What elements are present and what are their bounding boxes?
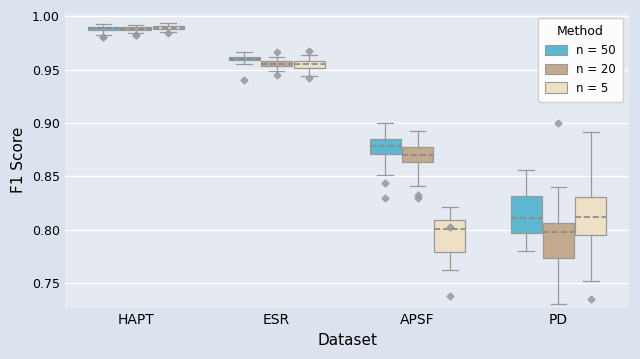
Legend: n = 50, n = 20, n = 5: n = 50, n = 20, n = 5 (538, 18, 623, 102)
PathPatch shape (261, 61, 292, 66)
PathPatch shape (294, 61, 324, 67)
PathPatch shape (575, 197, 606, 235)
PathPatch shape (370, 139, 401, 154)
PathPatch shape (402, 147, 433, 162)
PathPatch shape (228, 57, 260, 60)
PathPatch shape (511, 196, 541, 233)
PathPatch shape (543, 223, 574, 258)
PathPatch shape (120, 27, 151, 30)
PathPatch shape (88, 27, 119, 30)
X-axis label: Dataset: Dataset (317, 333, 377, 348)
Y-axis label: F1 Score: F1 Score (11, 127, 26, 193)
PathPatch shape (152, 26, 184, 29)
PathPatch shape (435, 220, 465, 252)
